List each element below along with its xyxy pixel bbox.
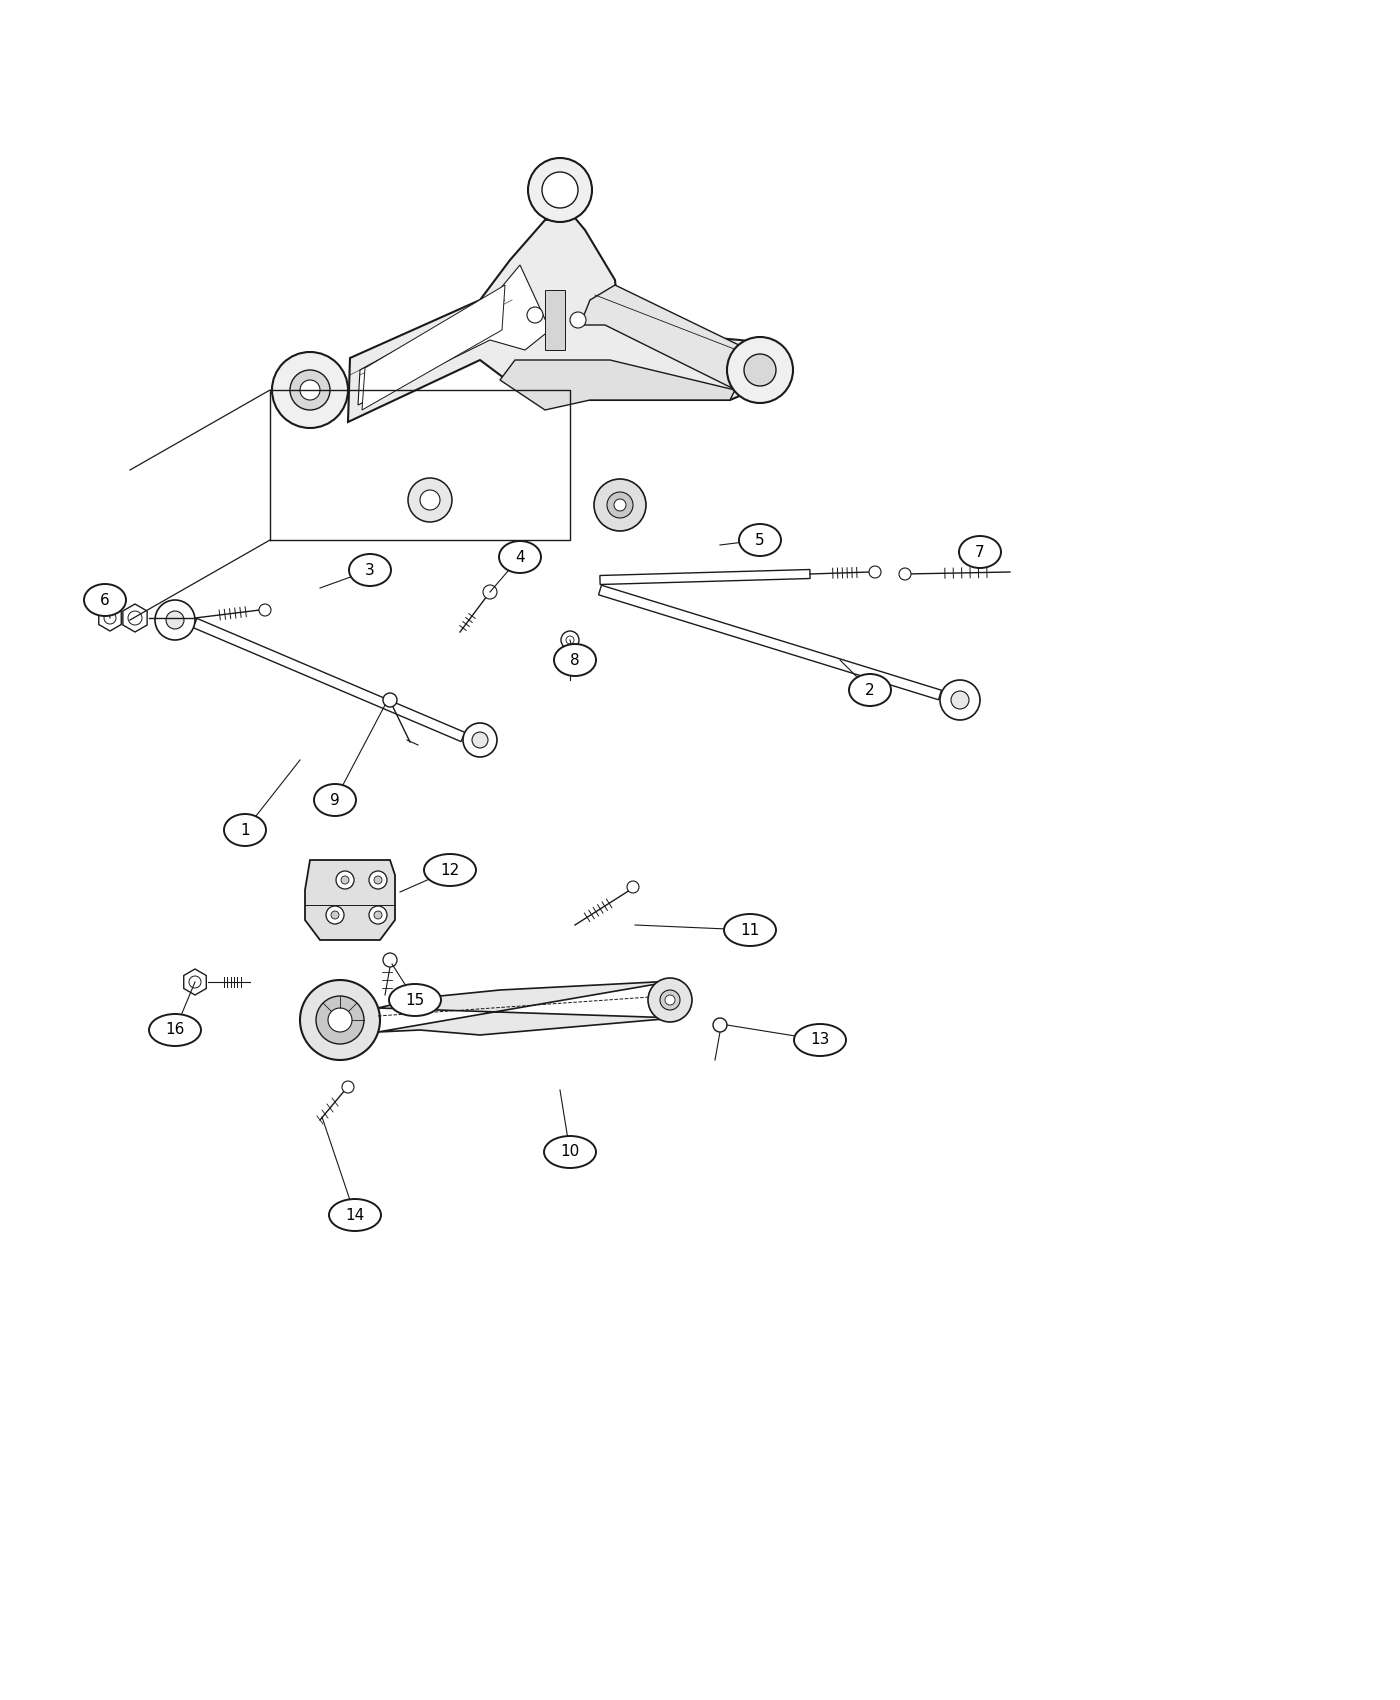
Circle shape <box>342 876 349 884</box>
Ellipse shape <box>389 984 441 1017</box>
Text: 5: 5 <box>755 532 764 547</box>
Text: 4: 4 <box>515 549 525 564</box>
Text: 12: 12 <box>441 862 459 877</box>
Ellipse shape <box>554 644 596 677</box>
Circle shape <box>648 977 692 1022</box>
Polygon shape <box>500 360 735 410</box>
Ellipse shape <box>848 673 890 706</box>
Ellipse shape <box>959 536 1001 568</box>
Text: 13: 13 <box>811 1032 830 1047</box>
Polygon shape <box>378 979 680 1035</box>
Circle shape <box>272 352 349 428</box>
Polygon shape <box>363 286 505 410</box>
Circle shape <box>259 604 272 615</box>
Text: 15: 15 <box>406 993 424 1008</box>
Circle shape <box>384 954 398 967</box>
Ellipse shape <box>224 814 266 847</box>
Circle shape <box>939 680 980 721</box>
Circle shape <box>665 994 675 1005</box>
Circle shape <box>869 566 881 578</box>
Ellipse shape <box>329 1198 381 1231</box>
Text: 11: 11 <box>741 923 760 937</box>
Text: 6: 6 <box>101 593 109 607</box>
Circle shape <box>608 491 633 518</box>
Ellipse shape <box>498 541 540 573</box>
Circle shape <box>316 996 364 1044</box>
Circle shape <box>167 610 183 629</box>
Ellipse shape <box>739 524 781 556</box>
Circle shape <box>342 1081 354 1093</box>
Polygon shape <box>349 218 790 422</box>
Circle shape <box>336 870 354 889</box>
Circle shape <box>300 979 379 1061</box>
Circle shape <box>326 906 344 925</box>
Circle shape <box>300 381 321 400</box>
Circle shape <box>561 631 580 649</box>
Text: 7: 7 <box>976 544 984 559</box>
Circle shape <box>330 911 339 920</box>
Text: 2: 2 <box>865 682 875 697</box>
Circle shape <box>328 1008 351 1032</box>
Ellipse shape <box>84 585 126 615</box>
Circle shape <box>594 479 645 530</box>
Circle shape <box>472 733 489 748</box>
Circle shape <box>374 876 382 884</box>
Circle shape <box>420 490 440 510</box>
Circle shape <box>570 313 587 328</box>
Polygon shape <box>99 605 122 631</box>
Polygon shape <box>599 570 811 585</box>
Circle shape <box>659 989 680 1010</box>
Polygon shape <box>183 969 206 994</box>
Circle shape <box>526 308 543 323</box>
Circle shape <box>384 694 398 707</box>
Circle shape <box>407 478 452 522</box>
Ellipse shape <box>794 1023 846 1056</box>
Polygon shape <box>123 604 147 632</box>
Ellipse shape <box>724 915 776 945</box>
Circle shape <box>713 1018 727 1032</box>
Polygon shape <box>358 265 550 405</box>
Ellipse shape <box>545 1136 596 1168</box>
Circle shape <box>951 690 969 709</box>
Circle shape <box>483 585 497 598</box>
Circle shape <box>290 371 330 410</box>
Ellipse shape <box>148 1013 202 1046</box>
Circle shape <box>463 722 497 756</box>
Circle shape <box>727 337 792 403</box>
Text: 16: 16 <box>165 1022 185 1037</box>
Text: 8: 8 <box>570 653 580 668</box>
Text: 1: 1 <box>241 823 249 838</box>
Polygon shape <box>580 286 778 393</box>
Circle shape <box>542 172 578 207</box>
Polygon shape <box>193 619 465 741</box>
Polygon shape <box>545 291 566 350</box>
Polygon shape <box>305 860 395 940</box>
Polygon shape <box>599 585 941 700</box>
Text: 9: 9 <box>330 792 340 808</box>
Circle shape <box>374 911 382 920</box>
Circle shape <box>743 354 776 386</box>
Circle shape <box>899 568 911 580</box>
Circle shape <box>370 870 386 889</box>
Ellipse shape <box>424 853 476 886</box>
Text: 10: 10 <box>560 1144 580 1159</box>
Circle shape <box>528 158 592 223</box>
Circle shape <box>627 881 638 892</box>
Text: 14: 14 <box>346 1207 364 1222</box>
Circle shape <box>370 906 386 925</box>
Text: 3: 3 <box>365 563 375 578</box>
Circle shape <box>615 500 626 512</box>
Ellipse shape <box>349 554 391 586</box>
Circle shape <box>155 600 195 639</box>
Ellipse shape <box>314 784 356 816</box>
